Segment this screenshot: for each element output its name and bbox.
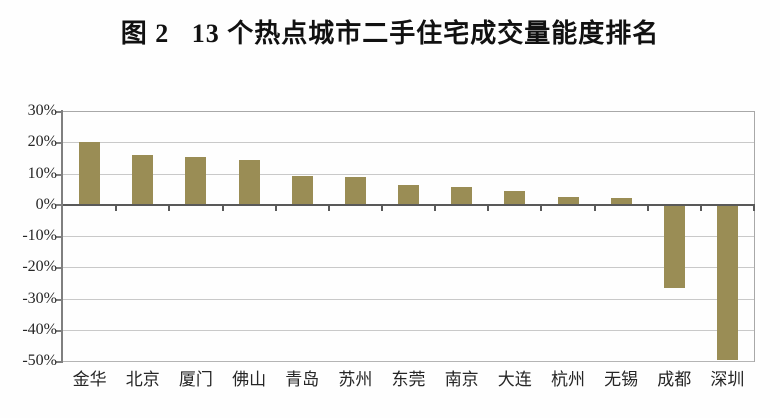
gridline [63, 236, 754, 237]
y-axis-tick [56, 204, 62, 206]
y-axis-label: 0% [35, 196, 57, 213]
x-axis-tick [434, 206, 437, 211]
bar [504, 190, 526, 205]
gridline [63, 111, 754, 112]
x-axis-label: 金华 [72, 370, 107, 389]
bar [716, 204, 738, 360]
gridline [63, 361, 754, 362]
x-axis-tick [646, 206, 649, 211]
x-axis-label: 厦门 [178, 370, 213, 389]
gridline [63, 299, 754, 300]
x-axis-label: 成都 [657, 370, 692, 389]
x-axis-label: 深圳 [710, 370, 745, 389]
gridline [63, 142, 754, 143]
x-axis-label: 无锡 [604, 370, 639, 389]
y-axis-tick [56, 142, 62, 144]
x-axis-label: 青岛 [285, 370, 320, 389]
y-axis-tick [56, 236, 62, 238]
bar [610, 197, 632, 205]
gridline [63, 267, 754, 268]
zero-line [63, 204, 755, 206]
bar [398, 185, 419, 205]
x-axis-tick [327, 206, 330, 211]
bar [557, 196, 579, 205]
y-axis-label: 30% [27, 102, 57, 119]
y-axis-label: -50% [22, 352, 57, 369]
x-axis-tick [540, 206, 543, 211]
y-axis-tick [56, 267, 62, 269]
x-axis-label: 大连 [497, 370, 532, 389]
bar [344, 176, 366, 205]
x-axis-tick [380, 206, 383, 211]
x-axis-label: 东莞 [391, 370, 426, 389]
gridline [63, 330, 754, 331]
x-axis-tick [487, 206, 490, 211]
bar [79, 142, 101, 205]
y-axis-label: -10% [22, 227, 57, 244]
x-axis-tick [593, 206, 596, 211]
x-axis-label: 北京 [125, 370, 160, 389]
y-axis-tick [56, 361, 62, 363]
plot-right-border [754, 111, 755, 362]
x-axis-label: 南京 [444, 370, 479, 389]
bar [451, 187, 473, 205]
y-axis-tick [56, 299, 62, 301]
x-axis-tick [699, 206, 702, 211]
bar [238, 160, 260, 205]
x-axis-tick [274, 206, 277, 211]
x-axis-label: 苏州 [338, 370, 373, 389]
y-axis-tick [56, 111, 62, 113]
bar [132, 154, 154, 205]
y-axis-line [61, 110, 63, 363]
gridline [63, 174, 754, 175]
x-axis-tick [221, 206, 224, 211]
bar [291, 175, 313, 205]
y-axis-label: 10% [27, 165, 57, 182]
x-axis-tick [168, 206, 171, 211]
x-axis-label: 佛山 [232, 370, 267, 389]
y-axis-label: -20% [22, 258, 57, 275]
x-axis-tick [115, 206, 118, 211]
y-axis-label: -40% [22, 321, 57, 338]
x-axis-label: 杭州 [550, 370, 585, 389]
y-axis-label: -30% [22, 290, 57, 307]
y-axis-label: 20% [27, 133, 57, 150]
y-axis-tick [56, 174, 62, 176]
x-axis-tick [753, 206, 755, 211]
bar [663, 204, 685, 288]
bar [185, 156, 207, 205]
y-axis-tick [56, 330, 62, 332]
chart-title: 图 2 13 个热点城市二手住宅成交量能度排名 [120, 19, 660, 48]
